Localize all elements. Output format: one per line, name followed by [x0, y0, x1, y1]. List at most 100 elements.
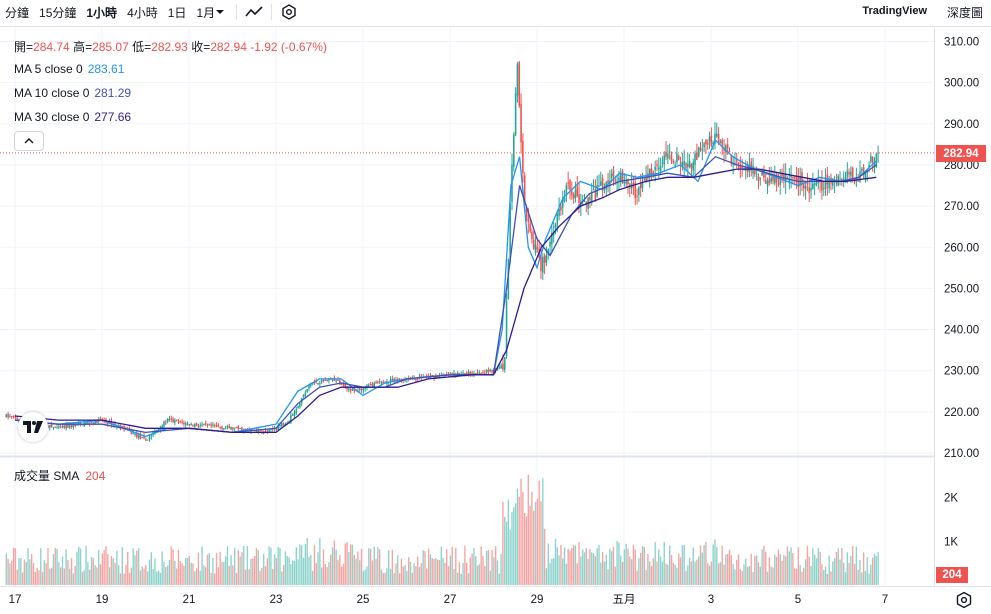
volume-bar: [152, 569, 154, 585]
volume-bar: [596, 548, 598, 585]
timeframe-1d[interactable]: 1日: [167, 5, 187, 20]
candle-body: [697, 147, 700, 158]
volume-bar: [803, 567, 805, 585]
timeframe-4h[interactable]: 4小時: [127, 5, 158, 20]
volume-bar: [346, 541, 348, 585]
volume-bar: [255, 548, 258, 585]
volume-bar: [219, 551, 221, 585]
candle-body: [148, 437, 151, 440]
volume-bar: [784, 556, 787, 585]
candle-body: [199, 425, 202, 427]
candle-body: [545, 255, 548, 263]
volume-bar: [505, 521, 508, 585]
volume-bar: [98, 549, 100, 585]
volume-bar: [484, 566, 486, 585]
candle-body: [830, 177, 832, 184]
volume-bar: [533, 510, 535, 585]
volume-bar: [50, 567, 53, 585]
candle-body: [413, 378, 415, 380]
volume-bar: [355, 558, 357, 585]
volume-bar: [284, 551, 287, 585]
volume-bar: [563, 547, 566, 585]
gear-icon[interactable]: [955, 591, 973, 609]
volume-bar: [360, 548, 363, 585]
candle-body: [607, 180, 609, 184]
candle-body: [469, 371, 472, 374]
collapse-legend-button[interactable]: [14, 131, 44, 151]
volume-bar: [542, 478, 544, 585]
candle-body: [391, 378, 394, 381]
candle-body: [277, 426, 279, 431]
candle-body: [409, 378, 412, 380]
volume-bar: [763, 545, 765, 585]
volume-bar: [774, 554, 776, 585]
candle-body: [556, 213, 559, 226]
volume-bar: [25, 562, 27, 585]
candle-body: [358, 388, 361, 391]
candle-body: [431, 374, 434, 376]
candle-body: [87, 422, 89, 424]
low-value: 282.93: [151, 40, 188, 54]
volume-bar: [119, 573, 122, 585]
candle-body: [179, 421, 182, 423]
toolbar-divider: [236, 4, 238, 20]
candle-body: [679, 162, 682, 164]
ma5-label: MA 5 close 0: [14, 62, 83, 76]
volume-bar: [364, 569, 366, 585]
volume-bar: [166, 565, 169, 585]
volume-bar: [78, 546, 80, 585]
timeframe-15min[interactable]: 15分鐘: [39, 5, 77, 20]
volume-bar: [380, 569, 383, 585]
volume-bar: [217, 567, 220, 585]
volume-bar: [420, 563, 423, 585]
candle-body: [362, 388, 365, 391]
line-chart-icon[interactable]: [243, 2, 265, 22]
candle-body: [351, 388, 354, 390]
volume-bar: [328, 562, 330, 585]
candle-body: [561, 198, 564, 208]
volume-bar: [69, 568, 71, 585]
candle-body: [696, 152, 698, 160]
candle-body: [489, 369, 492, 371]
volume-bar: [157, 570, 160, 585]
volume-bar: [177, 549, 180, 585]
candle-body: [563, 197, 566, 202]
candle-body: [257, 429, 260, 433]
volume-bar: [449, 555, 452, 585]
candle-body: [641, 181, 644, 189]
tradingview-logo-icon[interactable]: [18, 412, 48, 442]
volume-bar: [813, 554, 816, 585]
candle-body: [793, 177, 796, 179]
volume-bar: [690, 561, 693, 585]
timeframe-dropdown[interactable]: 1月: [191, 4, 230, 21]
hexagon-settings-icon[interactable]: [278, 2, 300, 22]
volume-bar: [210, 572, 212, 585]
volume-bar: [43, 560, 46, 585]
candle-body: [197, 425, 200, 427]
volume-bar: [788, 551, 790, 585]
candle-body: [634, 182, 637, 199]
volume-bar: [422, 550, 424, 585]
volume-bar: [458, 561, 461, 585]
volume-bar: [206, 554, 209, 585]
candle-body: [150, 435, 153, 437]
depth-chart-button[interactable]: 深度圖: [946, 6, 983, 20]
volume-bar: [194, 571, 196, 585]
volume-bar: [652, 558, 655, 585]
candle-body: [706, 142, 709, 145]
timeframe-1h[interactable]: 1小時: [86, 5, 118, 20]
candle-body: [804, 185, 807, 190]
toolbar-border: [0, 26, 991, 27]
volume-bar: [145, 564, 147, 585]
ma30-label: MA 30 close 0: [14, 110, 90, 124]
candle-body: [790, 175, 792, 178]
volume-bar: [397, 555, 399, 585]
candle-body: [375, 382, 377, 384]
volume-bar: [799, 565, 801, 585]
candle-body: [344, 383, 347, 388]
timeframe-minute[interactable]: 分鐘: [5, 5, 30, 20]
volume-bar: [529, 505, 531, 585]
volume-bar: [130, 567, 133, 585]
brand-label: TradingView: [862, 5, 927, 17]
